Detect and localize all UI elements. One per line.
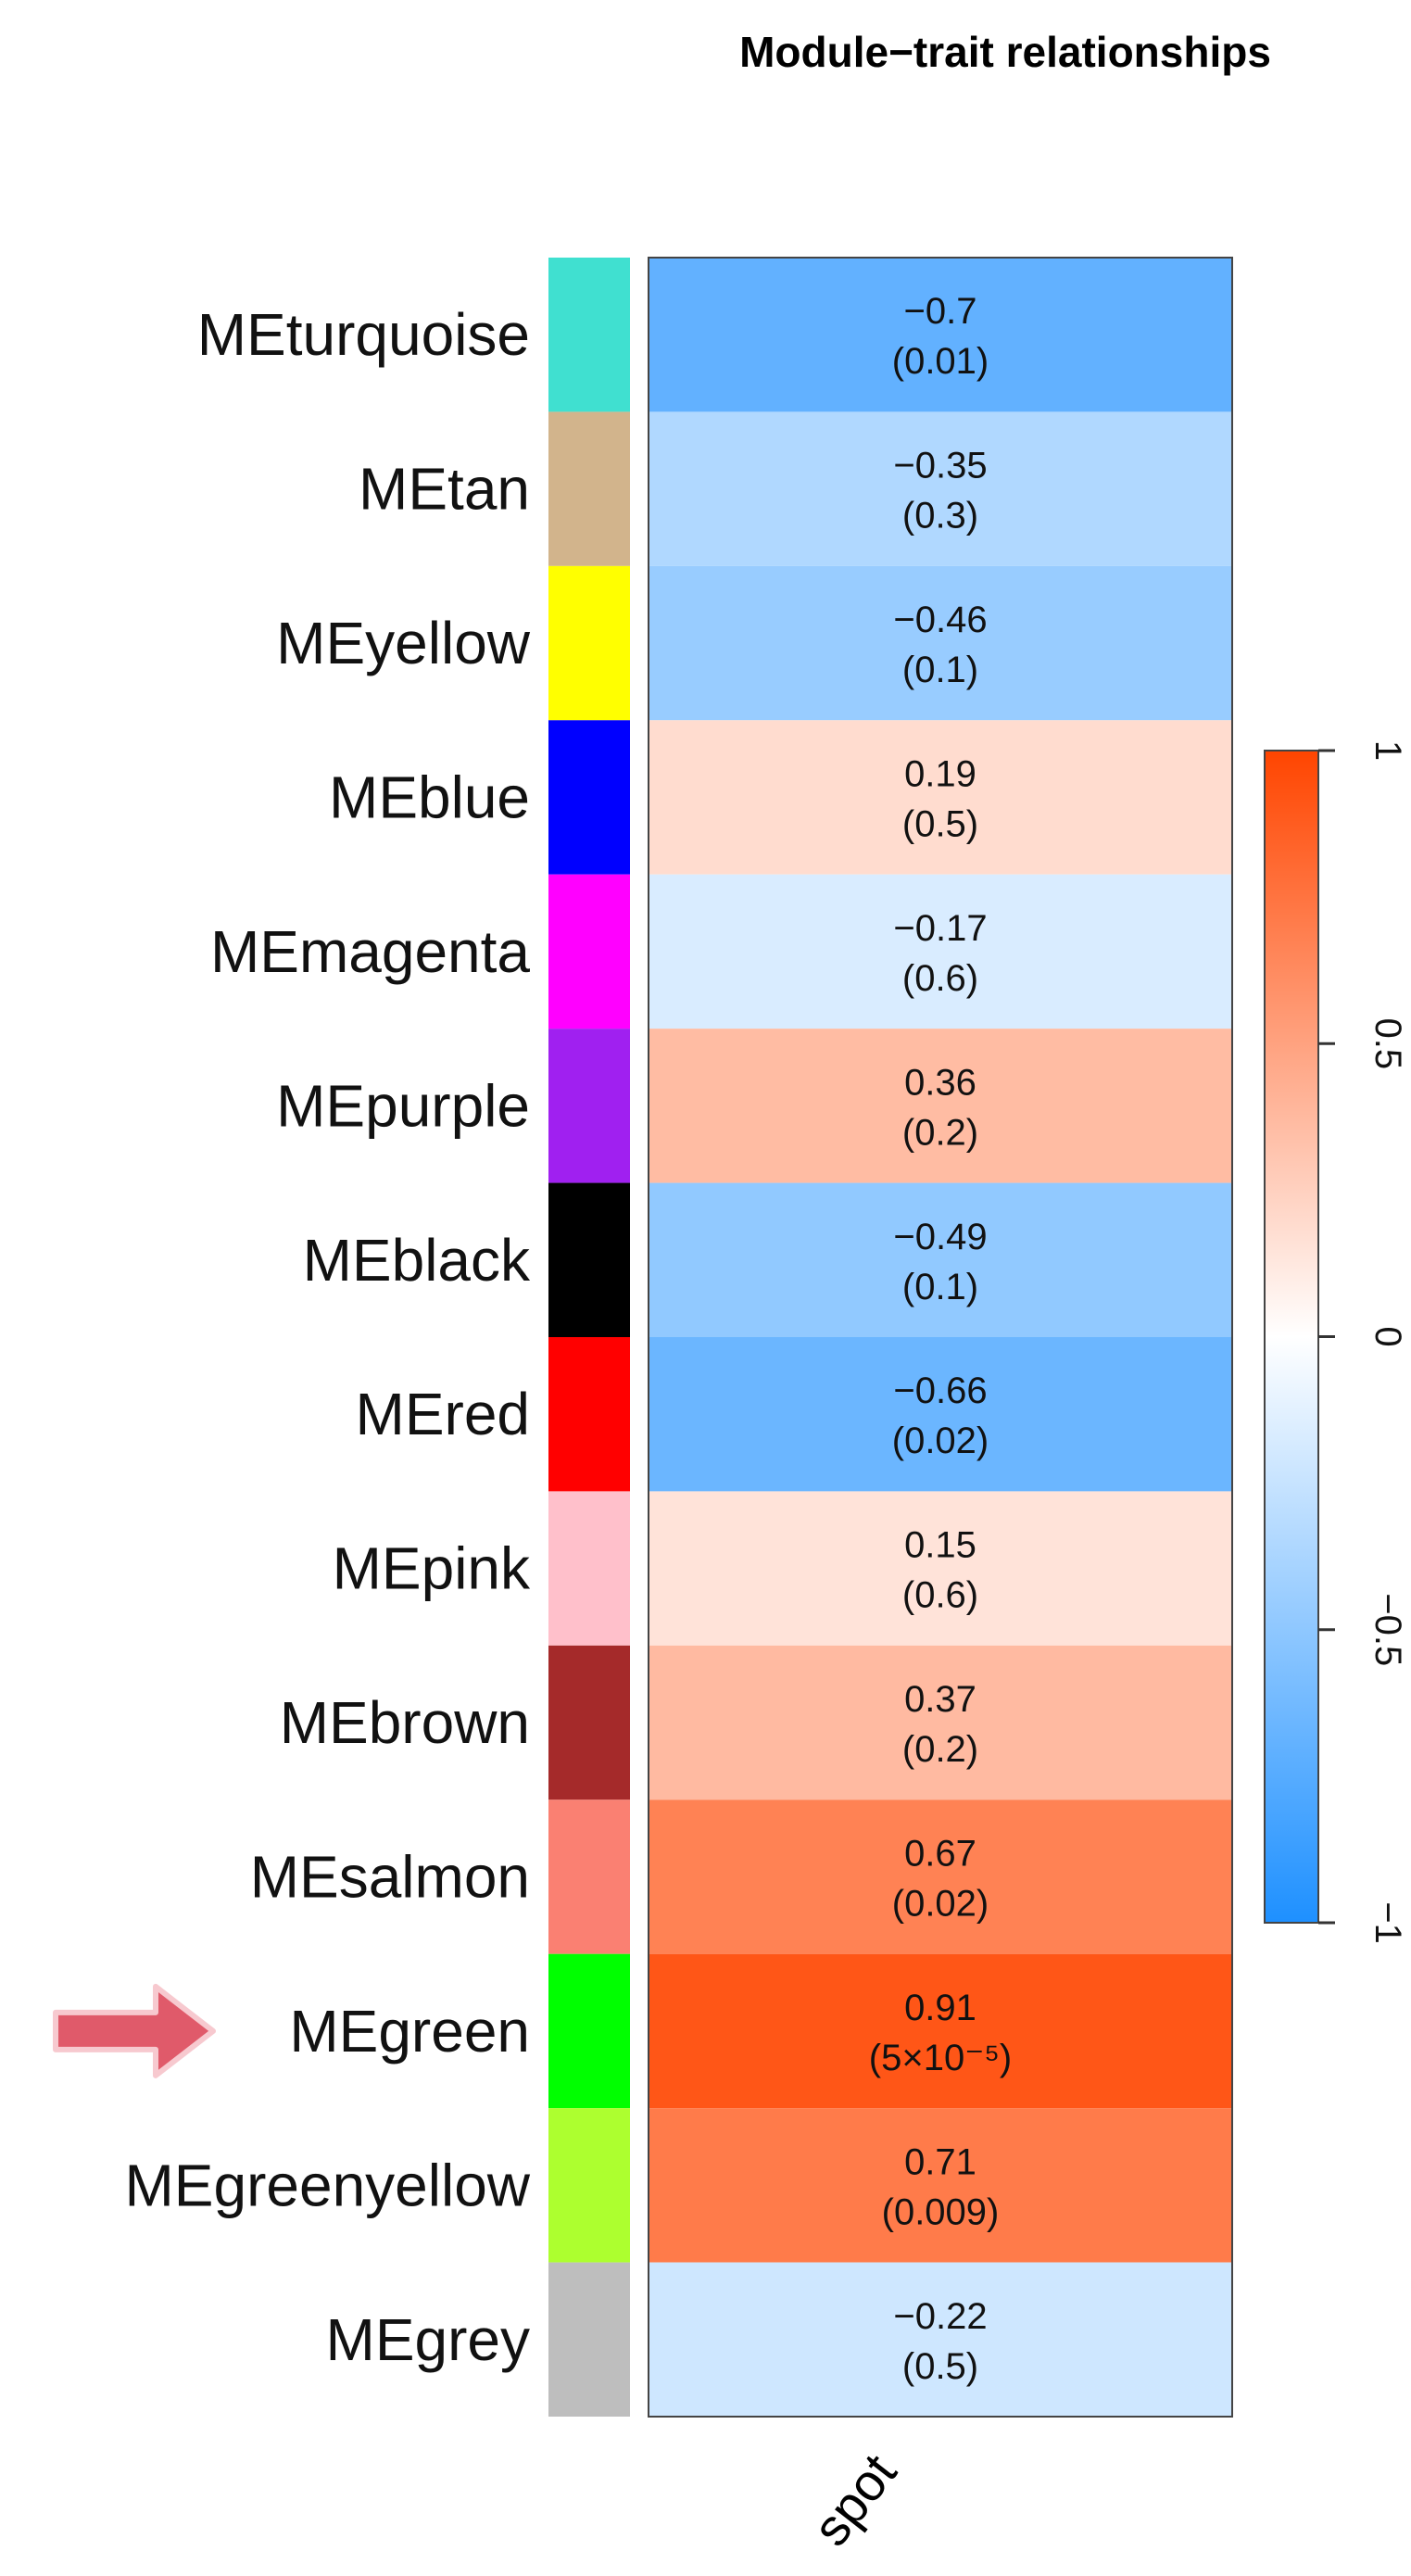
cell-correlation-value: 0.91	[904, 1988, 976, 2028]
colorbar-tick-label: 0	[1367, 1326, 1408, 1346]
heatmap-cell	[649, 1491, 1232, 1646]
module-swatch	[548, 2108, 630, 2263]
module-swatch	[548, 258, 630, 412]
row-label: MEturquoise	[197, 301, 530, 368]
cell-correlation-value: −0.22	[893, 2296, 987, 2337]
cell-correlation-value: −0.7	[904, 291, 977, 332]
module-swatch	[548, 1645, 630, 1800]
cell-correlation-value: −0.35	[893, 446, 987, 486]
cell-p-value: (0.2)	[902, 1729, 978, 1770]
heatmap-rows: MEturquoise −0.7 (0.01) MEtan −0.35 (0.3) MEye…	[124, 258, 1232, 2417]
cell-p-value: (0.02)	[892, 1884, 989, 1925]
colorbar-tick-label: 1	[1367, 740, 1408, 761]
cell-correlation-value: 0.15	[904, 1525, 976, 1566]
row-label: MEpurple	[276, 1072, 530, 1139]
cell-p-value: (0.6)	[902, 1575, 978, 1616]
cell-correlation-value: −0.49	[893, 1217, 987, 1257]
cell-correlation-value: 0.67	[904, 1834, 976, 1875]
cell-p-value: (0.009)	[882, 2191, 1000, 2232]
cell-p-value: (5×10⁻⁵)	[869, 2038, 1012, 2078]
cell-correlation-value: 0.36	[904, 1062, 976, 1103]
cell-p-value: (0.3)	[902, 496, 978, 537]
cell-p-value: (0.1)	[902, 650, 978, 690]
row-label: MEbrown	[280, 1689, 530, 1756]
row-label: MEtan	[359, 456, 530, 523]
heatmap-cell	[649, 1645, 1232, 1800]
cell-p-value: (0.6)	[902, 958, 978, 999]
row-label: MEgreenyellow	[124, 2152, 530, 2218]
heatmap-cell	[649, 1953, 1232, 2109]
module-swatch	[548, 1029, 630, 1183]
row-label: MEgrey	[326, 2306, 531, 2373]
row-label: MEyellow	[276, 610, 531, 676]
chart-title: Module−trait relationships	[739, 28, 1271, 76]
cell-p-value: (0.2)	[902, 1112, 978, 1153]
cell-p-value: (0.01)	[892, 341, 989, 382]
module-swatch	[548, 1799, 630, 1954]
heatmap-cell	[649, 2262, 1232, 2417]
module-swatch	[548, 1337, 630, 1492]
module-swatch	[548, 1491, 630, 1646]
heatmap-cell	[649, 1799, 1232, 1954]
cell-correlation-value: 0.37	[904, 1679, 976, 1720]
row-label: MEpink	[333, 1535, 531, 1602]
highlight-arrow-icon	[53, 1983, 216, 2078]
module-swatch	[548, 1953, 630, 2109]
cell-correlation-value: −0.46	[893, 600, 987, 640]
heatmap-cell	[649, 565, 1232, 721]
row-label: MEmagenta	[210, 918, 530, 985]
x-axis-label-spot: spot	[801, 2443, 908, 2557]
heatmap-cell	[649, 1029, 1232, 1183]
row-label: MEblack	[303, 1227, 531, 1294]
module-swatch	[548, 411, 630, 566]
colorbar-tick-label: 0.5	[1367, 1017, 1408, 1069]
heatmap-cell	[649, 1182, 1232, 1337]
cell-p-value: (0.02)	[892, 1421, 989, 1461]
cell-p-value: (0.5)	[902, 2346, 978, 2387]
colorbar-tick-label: −0.5	[1367, 1593, 1408, 1666]
arrow-shape	[53, 1983, 216, 2078]
colorbar-tick-label: −1	[1367, 1901, 1408, 1944]
row-label: MEblue	[329, 764, 530, 831]
heatmap-cell	[649, 1337, 1232, 1492]
heatmap-cell	[649, 411, 1232, 566]
cell-p-value: (0.1)	[902, 1267, 978, 1307]
heatmap-cell	[649, 258, 1232, 412]
row-label: MEgreen	[289, 1998, 530, 2065]
module-swatch	[548, 2262, 630, 2417]
heatmap-cell	[649, 874, 1232, 1029]
module-swatch	[548, 874, 630, 1029]
cell-correlation-value: 0.19	[904, 754, 976, 795]
module-swatch	[548, 565, 630, 721]
row-label: MEred	[356, 1381, 531, 1447]
heatmap-cell	[649, 2108, 1232, 2263]
cell-correlation-value: 0.71	[904, 2141, 976, 2182]
heatmap-cell	[649, 720, 1232, 875]
cell-correlation-value: −0.17	[893, 908, 987, 949]
cell-p-value: (0.5)	[902, 804, 978, 845]
module-swatch	[548, 720, 630, 875]
cell-correlation-value: −0.66	[893, 1370, 987, 1411]
row-label: MEsalmon	[250, 1844, 530, 1911]
colorbar: 1 0.5 0 −0.5 −1	[1264, 740, 1408, 1944]
module-swatch	[548, 1182, 630, 1337]
heatmap-border	[648, 257, 1233, 2418]
colorbar-gradient	[1264, 750, 1319, 1924]
